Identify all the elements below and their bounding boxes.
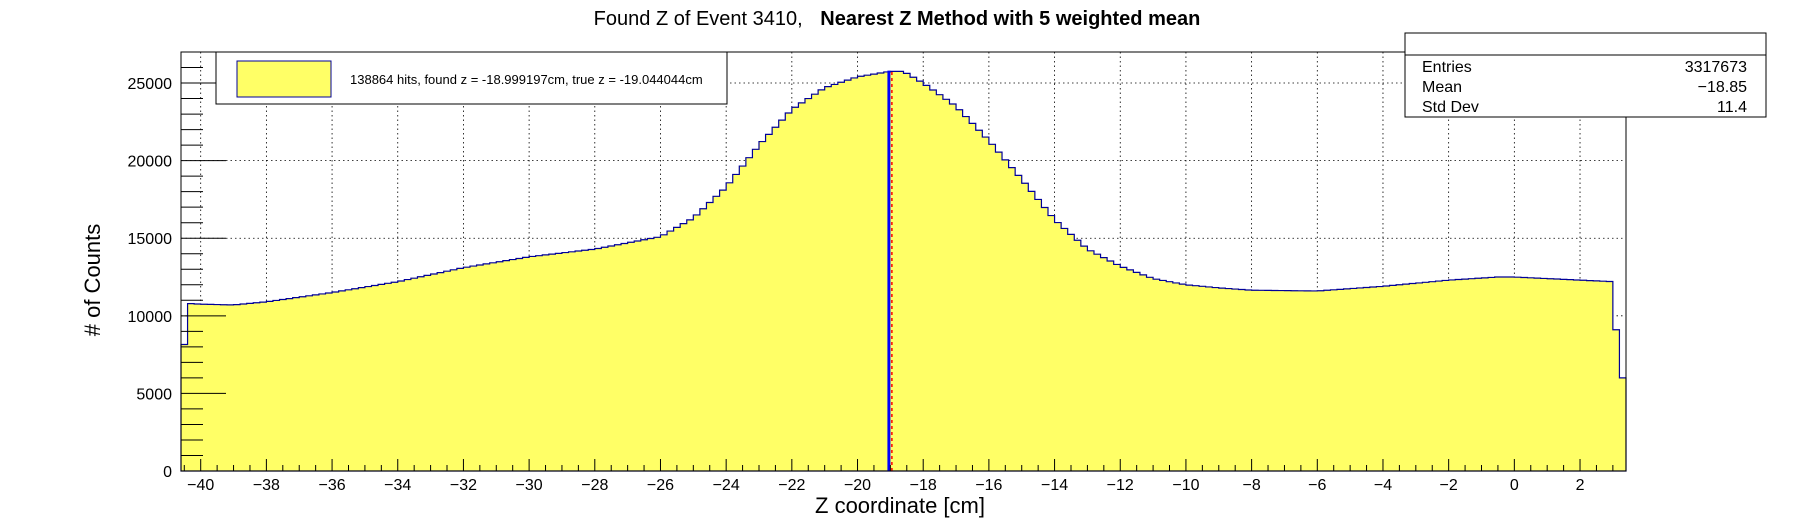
stats-stddev-value: 11.4	[1717, 99, 1747, 116]
stats-mean-value: −18.85	[1698, 79, 1747, 96]
x-tick-label: 2	[1576, 477, 1585, 494]
x-tick-label: −14	[1041, 477, 1068, 494]
stats-stddev-label: Std Dev	[1422, 99, 1479, 116]
stats-mean-label: Mean	[1422, 79, 1462, 96]
x-tick-label: −20	[844, 477, 871, 494]
x-axis-label: Z coordinate [cm]	[815, 493, 985, 518]
histogram-bars	[180, 70, 1627, 472]
z-marker-layer	[887, 70, 893, 471]
x-tick-label: 0	[1510, 477, 1519, 494]
x-tick-label: −8	[1242, 477, 1260, 494]
x-tick-label: −22	[778, 477, 805, 494]
chart-title-part1: Found Z of Event 3410,	[594, 8, 803, 30]
axes	[180, 51, 1627, 472]
y-tick-label: 15000	[128, 231, 173, 248]
stats-entries-value: 3317673	[1685, 59, 1747, 76]
legend-entry-label: 138864 hits, found z = -18.999197cm, tru…	[350, 72, 703, 87]
y-tick-label: 25000	[128, 76, 173, 93]
x-tick-label: −26	[647, 477, 674, 494]
histogram-layer	[180, 70, 1627, 472]
y-axis-label: # of Counts	[80, 224, 105, 337]
y-tick-label: 0	[163, 464, 172, 481]
stats-entries-label: Entries	[1422, 59, 1472, 76]
y-tick-label: 20000	[128, 154, 173, 171]
y-tick-label: 5000	[136, 386, 172, 403]
chart-title-part2: Nearest Z Method with 5 weighted mean	[820, 8, 1200, 30]
x-tick-label: −24	[713, 477, 740, 494]
x-tick-label: −28	[581, 477, 608, 494]
x-tick-label: −38	[253, 477, 280, 494]
x-tick-label: −16	[975, 477, 1002, 494]
stats-box-frame	[1404, 32, 1767, 118]
legend: 138864 hits, found z = -18.999197cm, tru…	[215, 51, 728, 105]
x-tick-label: −10	[1172, 477, 1199, 494]
legend-swatch	[236, 60, 332, 98]
x-tick-label: −36	[318, 477, 345, 494]
x-tick-label: −32	[450, 477, 477, 494]
x-tick-label: −34	[384, 477, 411, 494]
x-tick-label: −18	[910, 477, 937, 494]
x-axis-ticks: −40 −38 −36 −34 −32 −30 −28 −26 −24 −22 −20 −18 −16−…	[183, 459, 1614, 494]
x-tick-label: −2	[1440, 477, 1458, 494]
y-tick-label: 10000	[128, 309, 173, 326]
x-tick-label: −12	[1107, 477, 1134, 494]
x-tick-label: −40	[187, 477, 214, 494]
plot-frame	[180, 51, 1627, 472]
chart-title: Found Z of Event 3410, Nearest Z Method …	[594, 8, 1201, 30]
x-tick-label: −4	[1374, 477, 1392, 494]
x-tick-label: −6	[1308, 477, 1326, 494]
stats-box: Entries 3317673 Mean −18.85 Std Dev 11.4	[1404, 32, 1767, 118]
y-axis-ticks: 0 5000 10000 15000 20000 25000	[128, 67, 226, 481]
x-tick-label: −30	[516, 477, 543, 494]
